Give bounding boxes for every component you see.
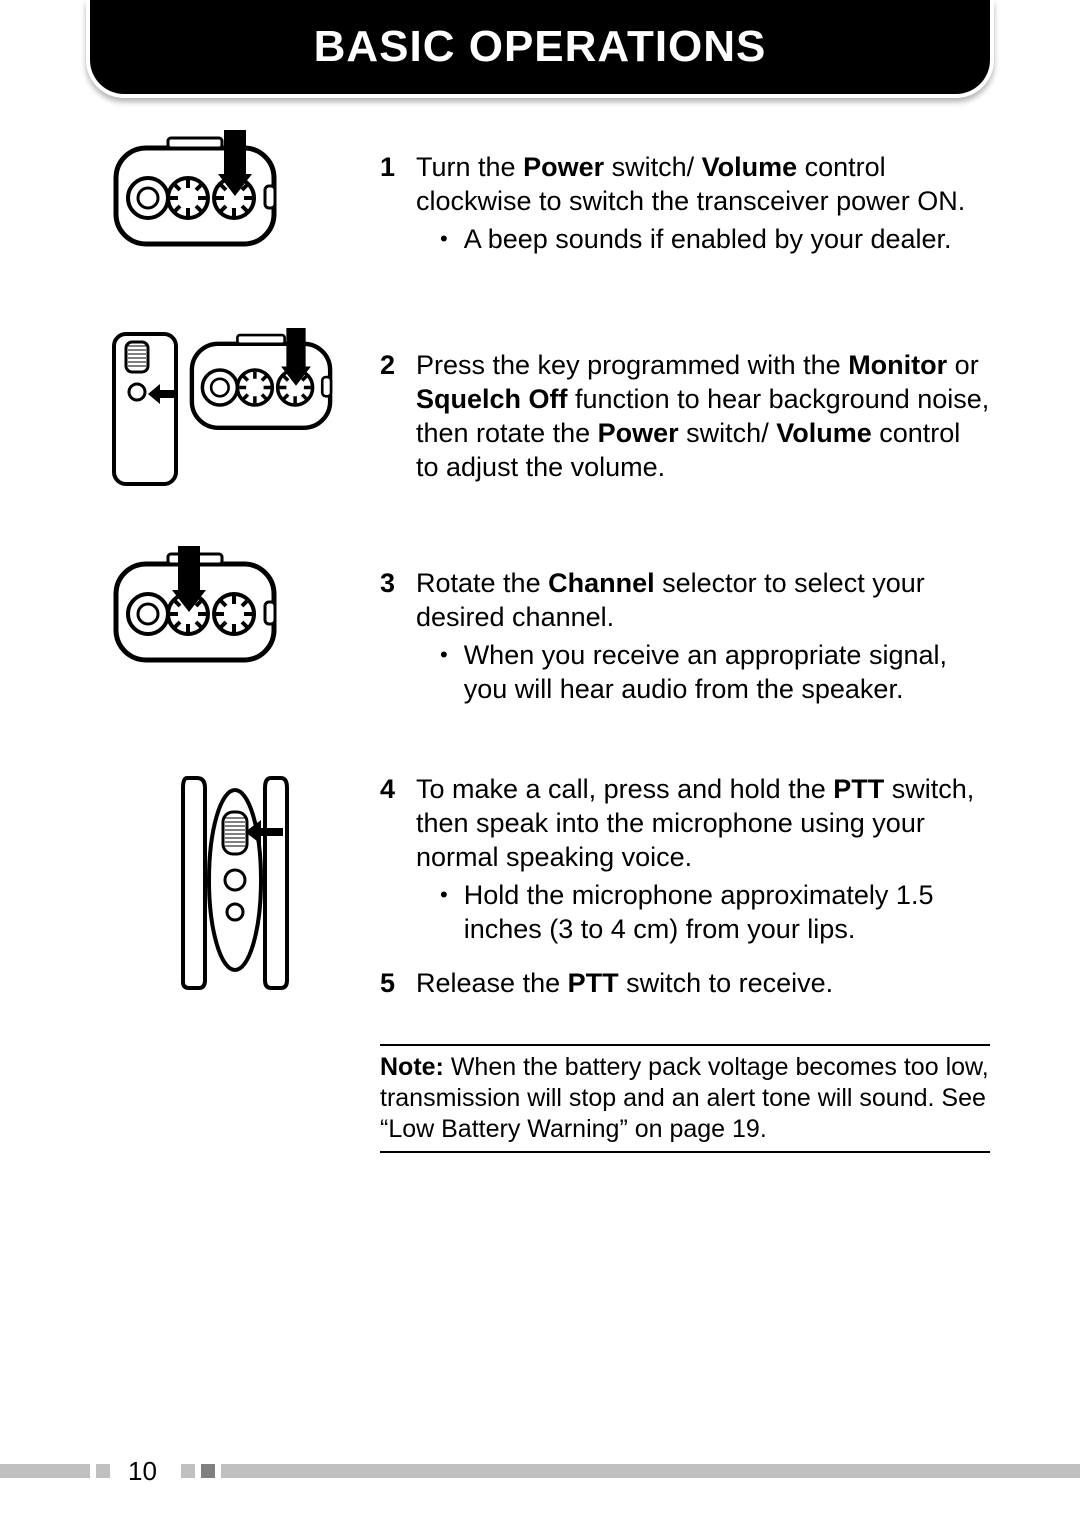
page-title: BASIC OPERATIONS [314, 22, 767, 72]
note-box: Note: When the battery pack voltage beco… [380, 1044, 990, 1153]
illustration-step-1 [110, 130, 360, 300]
footer-square-icon [96, 1464, 110, 1478]
step-4-row: 4 To make a call, press and hold the PTT… [110, 772, 990, 1032]
note-text: When the battery pack voltage becomes to… [380, 1053, 989, 1143]
step-number: 1 [380, 150, 398, 256]
device-side-icon [110, 328, 180, 488]
illustration-step-2 [110, 328, 360, 498]
page-number: 10 [128, 1456, 157, 1487]
device-top-icon [110, 546, 280, 666]
step-body: To make a call, press and hold the PTT s… [416, 772, 990, 946]
step-1-text: 1 Turn the Power switch/ Volume control … [380, 150, 990, 256]
step-number: 3 [380, 566, 398, 706]
step-body: Rotate the Channel selector to select yo… [416, 566, 990, 706]
step-body: Release the PTT switch to receive. [416, 966, 833, 1000]
step-5-text: 5 Release the PTT switch to receive. [380, 966, 990, 1000]
step-body: Press the key programmed with the Monito… [416, 348, 990, 484]
step-1-row: 1 Turn the Power switch/ Volume control … [110, 130, 990, 300]
step-number: 2 [380, 348, 398, 484]
step-2-text: 2 Press the key programmed with the Moni… [380, 348, 990, 484]
footer-square-icon [201, 1464, 215, 1478]
footer-bar-icon [221, 1464, 1080, 1478]
header-band: BASIC OPERATIONS [90, 0, 990, 94]
footer-square-icon [181, 1464, 195, 1478]
content: 1 Turn the Power switch/ Volume control … [110, 130, 990, 1451]
step-4-text: 4 To make a call, press and hold the PTT… [380, 772, 990, 946]
step-2-row: 2 Press the key programmed with the Moni… [110, 328, 990, 498]
step-number: 4 [380, 772, 398, 946]
device-top-icon [110, 130, 280, 250]
device-ptt-icon [175, 772, 295, 992]
illustration-step-4 [110, 772, 360, 1032]
step-number: 5 [380, 966, 398, 1000]
illustration-step-3 [110, 546, 360, 716]
step-3-text: 3 Rotate the Channel selector to select … [380, 566, 990, 706]
footer: 10 [0, 1461, 1080, 1481]
step-body: Turn the Power switch/ Volume control cl… [416, 150, 990, 256]
note-label: Note: [380, 1053, 444, 1081]
device-top-icon [186, 328, 336, 433]
footer-bar-icon [0, 1464, 90, 1478]
step-3-row: 3 Rotate the Channel selector to select … [110, 546, 990, 716]
